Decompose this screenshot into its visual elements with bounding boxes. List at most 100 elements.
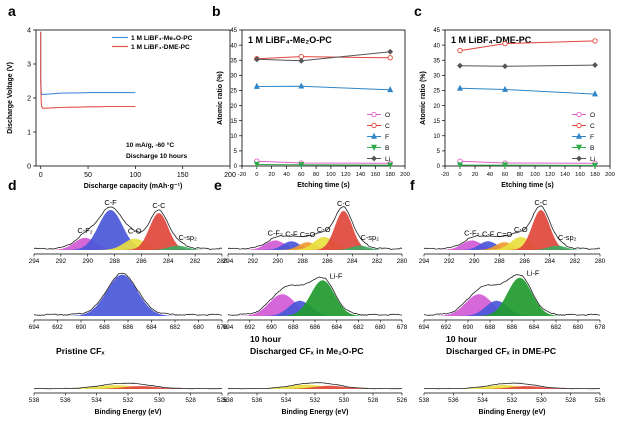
peak-label-d-C1s-2: C-O [128,227,142,236]
legend-marker-b [370,132,378,139]
x-tick-label-d-C1s: 284 [163,258,174,265]
x-tick-label-b: 140 [356,172,366,178]
peak-label-f-C1s-1: C-F [482,229,495,238]
x-tick-label-b: 20 [268,172,274,178]
x-tick-label-a: 150 [177,172,189,179]
x-tick-label-b: 0 [255,172,258,178]
peak-fill-e-C1s-5 [228,245,402,250]
x-tick-label-d-C1s: 280 [217,258,228,265]
x-tick-label-e-O1s: 538 [223,397,234,404]
peak-label-d-C1s-0: C-F₂ [77,226,92,235]
x-tick-label-c: 40 [487,172,493,178]
y-tick-label-b: 15 [230,119,237,125]
data-point-b-f [253,82,260,89]
x-tick-label-e-O1s: 526 [397,397,408,404]
peak-fill-e-F1s-0 [228,294,402,316]
x-tick-label-e-F1s: 690 [266,324,277,331]
peak-fill-d-O1s-1 [34,386,222,389]
caption-f-0: 10 hour [446,334,478,344]
y-tick-label-c: 40 [433,43,440,49]
x-tick-label-c: 100 [530,172,540,178]
x-tick-label-d-C1s: 294 [29,258,40,265]
x-tick-label-e-F1s: 678 [397,324,408,331]
x-tick-label-e-O1s: 534 [281,397,292,404]
x-tick-label-d-F1s: 686 [123,324,134,331]
peak-label-d-C1s-4: C-sp₂ [178,233,197,242]
x-tick-label-e-C1s: 288 [297,258,308,265]
data-point-c-c [457,47,463,54]
legend-label-b: O [385,112,390,119]
x-tick-label-f-C1s: 284 [544,258,555,265]
peak-fill-f-F1s-0 [424,294,600,316]
x-tick-label-d-O1s: 532 [123,397,134,404]
y-tick-label-c: 45 [433,28,440,34]
x-tick-label-e-F1s: 682 [353,324,364,331]
y-tick-label-b: 25 [230,89,237,95]
x-tick-label-d-O1s: 528 [185,397,196,404]
x-tick-label-d-F1s: 694 [29,324,40,331]
data-point-c-c [502,40,508,47]
envelope-f-O1s [423,382,601,390]
x-tick-label-d-C1s: 286 [136,258,147,265]
x-tick-label-b: 80 [313,172,319,178]
peak-fill-f-C1s-0 [424,240,600,250]
peak-label-e-F1s-2: Li-F [330,271,343,280]
y-tick-label-b: 5 [234,149,238,155]
y-axis-label-c: Atomic ratio (%) [420,71,427,125]
legend-label-c: Li [590,156,596,163]
y-tick-label-c: 35 [433,58,440,64]
peak-fill-e-O1s-1 [228,385,402,389]
peak-fill-f-O1s-0 [424,385,600,389]
x-tick-label-e-F1s: 686 [310,324,321,331]
x-tick-label-f-C1s: 286 [519,258,530,265]
envelope-e-O1s [227,382,403,390]
peak-fill-e-F1s-2 [228,280,402,316]
peak-label-e-C1s-3: C-O [317,225,331,234]
x-tick-label-d-O1s: 536 [60,397,71,404]
x-tick-label-f-F1s: 678 [595,324,606,331]
chart-title-c: 1 M LiBF₄-DME-PC [451,35,532,45]
y-tick-label-a: 1 [27,130,31,137]
peak-label-f-C1s-0: C-F₂ [464,228,479,237]
x-tick-label-e-O1s: 530 [339,397,350,404]
x-axis-label-a: Discharge capacity (mAh·g⁻¹) [84,183,183,190]
y-tick-label-c: 20 [433,104,440,110]
panel-label-d: d [8,177,17,193]
x-tick-label-c: 0 [458,172,461,178]
peak-fill-d-C1s-4 [34,245,222,250]
legend-marker-c [576,122,582,129]
data-point-b-b [387,162,394,169]
x-tick-label-e-C1s: 286 [322,258,333,265]
envelope-e-C1s [227,206,403,250]
x-tick-label-f-F1s: 690 [463,324,474,331]
data-point-b-f [298,82,305,89]
peak-fill-f-C1s-3 [424,236,600,250]
x-tick-label-d-F1s: 690 [76,324,87,331]
x-tick-label-f-C1s: 282 [570,258,581,265]
x-axis-label-d: Binding Energy (eV) [95,409,162,416]
x-tick-label-f-O1s: 538 [419,397,430,404]
x-tick-label-f-O1s: 528 [565,397,576,404]
x-tick-label-f-C1s: 280 [595,258,606,265]
x-tick-label-f-F1s: 694 [419,324,430,331]
series-line-b-o [256,160,391,164]
x-tick-label-d-C1s: 282 [190,258,201,265]
peak-label-f-F1s-2: Li-F [527,269,540,278]
data-point-b-li [387,48,394,55]
peak-label-f-C1s-5: C-sp₂ [558,233,577,242]
peak-label-f-C1s-4: C-C [534,198,548,207]
x-tick-label-d-F1s: 692 [52,324,63,331]
legend-label-a: 1 M LiBF₄-DME-PC [131,44,190,51]
data-point-b-b [253,161,260,168]
x-tick-label-b: 120 [341,172,351,178]
data-point-b-li [253,56,260,63]
y-tick-label-b: 0 [234,164,238,170]
data-point-c-b [501,162,509,169]
peak-label-e-C1s-4: C-C [337,199,351,208]
peak-label-d-C1s-1: C-F [104,198,117,207]
annotation-rate: 10 mA/g, -60 °C [126,141,174,149]
y-tick-label-b: 45 [230,28,237,34]
x-tick-label-d-F1s: 682 [170,324,181,331]
data-point-c-c [592,38,598,44]
